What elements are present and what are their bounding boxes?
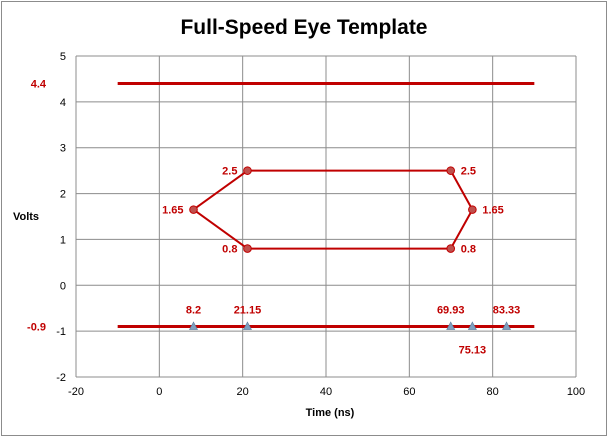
data-point-marker	[468, 205, 477, 214]
y-tick-label: 3	[60, 143, 66, 155]
y-tick-label: 4	[60, 97, 66, 109]
data-label: 1.65	[482, 205, 503, 217]
data-label: -0.9	[27, 322, 46, 334]
data-label: 8.2	[186, 305, 201, 317]
data-label: 2.5	[222, 166, 237, 178]
data-point-marker	[446, 166, 456, 175]
x-tick-label: -20	[68, 386, 84, 398]
data-label: 69.93	[437, 305, 465, 317]
triangle-marker	[502, 321, 512, 330]
triangle-marker	[467, 321, 477, 330]
triangle-marker	[189, 321, 198, 330]
x-tick-label: 20	[237, 386, 249, 398]
x-tick-label: 100	[567, 386, 585, 398]
data-label: 0.8	[461, 244, 476, 256]
y-axis-label: Volts	[13, 211, 39, 223]
x-tick-labels: -20 0 20 40 60 80 100	[68, 386, 585, 398]
series-line	[192, 169, 474, 250]
x-tick-label: 0	[156, 386, 162, 398]
y-tick-label: -2	[56, 372, 66, 384]
data-label: 0.8	[222, 244, 237, 256]
data-label: 1.65	[162, 205, 183, 217]
data-markers	[189, 166, 512, 330]
data-point-marker	[243, 166, 252, 175]
triangle-marker	[446, 321, 456, 330]
x-axis-label: Time (ns)	[306, 407, 355, 419]
y-tick-label: 0	[60, 280, 66, 292]
gridlines	[75, 55, 577, 378]
y-tick-label: 2	[60, 189, 66, 201]
data-point-marker	[243, 244, 252, 253]
data-point-marker	[446, 244, 456, 253]
data-labels: 4.4 -0.9 2.5 2.5 1.65 1.65 0.8 0.8 8.2 21.15 69.93…	[27, 79, 520, 357]
y-tick-label: 1	[60, 234, 66, 246]
x-tick-label: 80	[487, 386, 499, 398]
y-tick-labels: -2 -1 0 1 2 3 4 5	[56, 51, 66, 384]
data-label: 4.4	[31, 79, 47, 91]
x-tick-label: 60	[403, 386, 415, 398]
x-tick-label: 40	[320, 386, 332, 398]
triangle-marker	[242, 321, 252, 330]
data-label: 83.33	[493, 305, 521, 317]
y-tick-label: 5	[60, 51, 66, 63]
data-label: 75.13	[459, 345, 487, 357]
chart-title: Full-Speed Eye Template	[180, 16, 427, 39]
data-label: 2.5	[461, 166, 476, 178]
y-tick-label: -1	[56, 326, 66, 338]
data-label: 21.15	[234, 305, 262, 317]
data-point-marker	[189, 205, 198, 214]
